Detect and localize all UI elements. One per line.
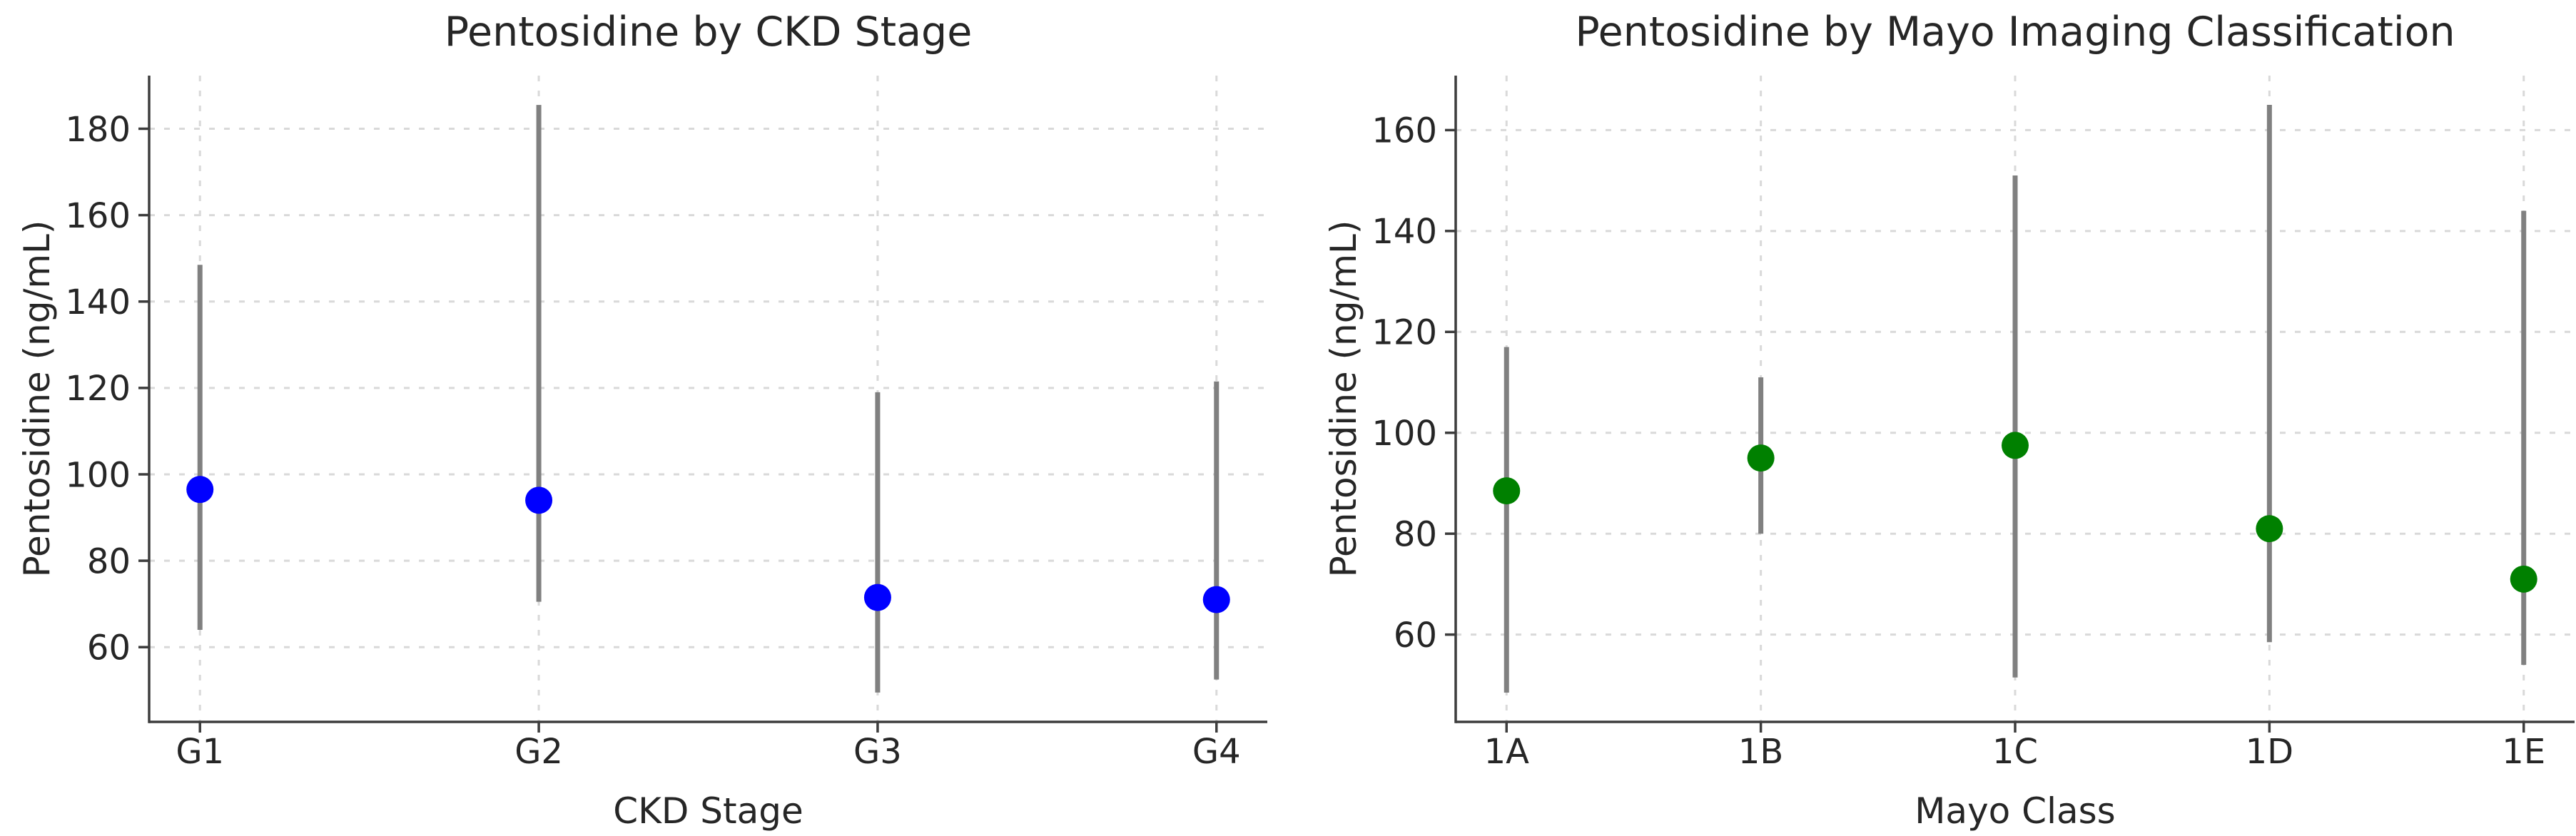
y-tick-label: 160 [1371, 111, 1437, 151]
y-tick-label: 80 [87, 541, 131, 581]
data-point [1747, 444, 1775, 472]
x-tick-label: G3 [853, 732, 902, 772]
x-axis-label: CKD Stage [613, 790, 803, 832]
y-tick-label: 140 [65, 282, 131, 322]
mayo-class-panel: 60 80 100 120 140 160 1A 1B 1C 1D 1E Pentosidine by… [1288, 0, 2576, 836]
y-tick-label: 120 [1371, 313, 1437, 353]
chart-title: Pentosidine by Mayo Imaging Classificati… [1575, 9, 2455, 56]
data-point [1493, 477, 1521, 505]
data-point [525, 486, 553, 514]
y-tick-label: 140 [1371, 212, 1437, 252]
y-tick-label: 60 [1394, 616, 1437, 656]
chart-title: Pentosidine by CKD Stage [445, 9, 973, 56]
y-axis-label: Pentosidine (ng/mL) [16, 220, 58, 578]
mayo-class-chart: 60 80 100 120 140 160 1A 1B 1C 1D 1E Pentosidine by… [1323, 9, 2575, 832]
x-tick-label: G1 [176, 732, 224, 772]
x-tick-label: 1B [1738, 732, 1783, 772]
y-tick-label: 100 [1371, 414, 1437, 454]
data-point [2256, 515, 2283, 543]
ckd-stage-panel: 60 80 100 120 140 160 180 G1 G2 G3 G4 Pentosidine b… [16, 9, 1267, 832]
data-point [2002, 432, 2029, 459]
y-tick-label: 120 [65, 369, 131, 409]
y-tick-label: 80 [1394, 514, 1437, 554]
x-tick-label: 1C [1992, 732, 2038, 772]
data-point [863, 583, 891, 611]
x-tick-label: 1D [2246, 732, 2294, 772]
data-point [2510, 565, 2537, 593]
y-tick-label: 60 [87, 628, 131, 668]
x-tick-label: 1E [2502, 732, 2545, 772]
y-axis-label: Pentosidine (ng/mL) [1323, 220, 1364, 578]
data-point [1202, 586, 1230, 613]
x-axis-label: Mayo Class [1915, 790, 2115, 832]
x-tick-label: G2 [514, 732, 563, 772]
y-tick-label: 160 [65, 196, 131, 236]
x-tick-label: 1A [1484, 732, 1530, 772]
data-point [186, 476, 214, 504]
y-tick-label: 100 [65, 455, 131, 495]
y-tick-label: 180 [65, 110, 131, 150]
x-tick-label: G4 [1192, 732, 1241, 772]
ckd-stage-chart: 60 80 100 120 140 160 180 G1 G2 G3 G4 Pentosidine b… [16, 9, 1267, 832]
